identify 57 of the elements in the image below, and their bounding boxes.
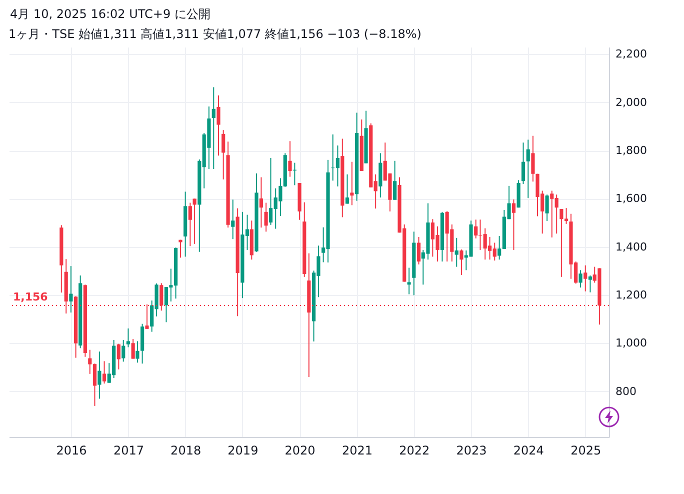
candlestick [460,248,464,276]
candlestick [216,94,220,156]
x-tick-label: 2025 [570,444,602,458]
candlestick [454,237,458,268]
x-tick-label: 2023 [456,444,487,458]
candlestick [584,264,588,292]
candlestick [288,140,292,178]
candlestick [136,340,140,364]
x-tick-label: 2018 [170,444,202,458]
candlestick [578,270,582,288]
candlestick [531,135,535,182]
candlestick [350,161,354,206]
y-tick-label: 1,600 [616,192,647,206]
x-tick-label: 2021 [342,444,373,458]
y-tick-label: 2,200 [616,48,647,61]
candlestick [122,339,126,362]
candlestick [69,266,73,314]
candlestick [259,176,264,228]
candlestick [345,174,350,204]
candlestick [521,142,526,184]
y-tick-label: 1,800 [616,144,647,158]
candlestick [526,139,530,198]
candlestick [378,152,382,198]
candlestick [192,198,196,244]
y-tick-label: 1,000 [616,336,647,350]
candlestick [102,360,106,384]
candlestick [116,343,120,370]
chart-title: 1ヶ月・TSE 始値1,311 高値1,311 安値1,077 終値1,156 −103 (−8.18%) [8,27,422,41]
x-tick-label: 2020 [284,444,316,458]
candlestick [474,219,478,239]
candlestick [231,199,235,240]
candlestick [212,86,216,170]
x-tick-label: 2024 [513,444,544,458]
candlestick [164,286,168,323]
x-tick-label: 2016 [56,444,87,458]
candlestick [588,274,592,293]
candlestick [512,198,516,250]
x-tick-label: 2017 [113,444,144,458]
text: 4月 10, 2025 16:02 UTC+9 に公開 [10,6,210,23]
candlestick [178,239,182,258]
x-tick-label: 2019 [228,444,258,458]
y-tick-label: 1,200 [616,288,647,302]
candlestick [416,236,421,265]
candlestick [264,202,268,232]
candlestick [222,130,226,180]
ref-line-label: 1,156 [13,290,48,304]
candlestick [393,160,397,200]
candlestick [131,338,135,360]
candlestick [126,328,130,348]
candlestick [545,194,549,222]
y-tick-label: 800 [616,384,636,398]
y-tick-label: 1,400 [616,240,647,254]
candlestick [407,267,411,295]
x-tick-label: 2022 [399,444,430,458]
candlestick [188,202,192,247]
candlestick [98,351,102,400]
y-tick-label: 2,000 [616,96,647,109]
